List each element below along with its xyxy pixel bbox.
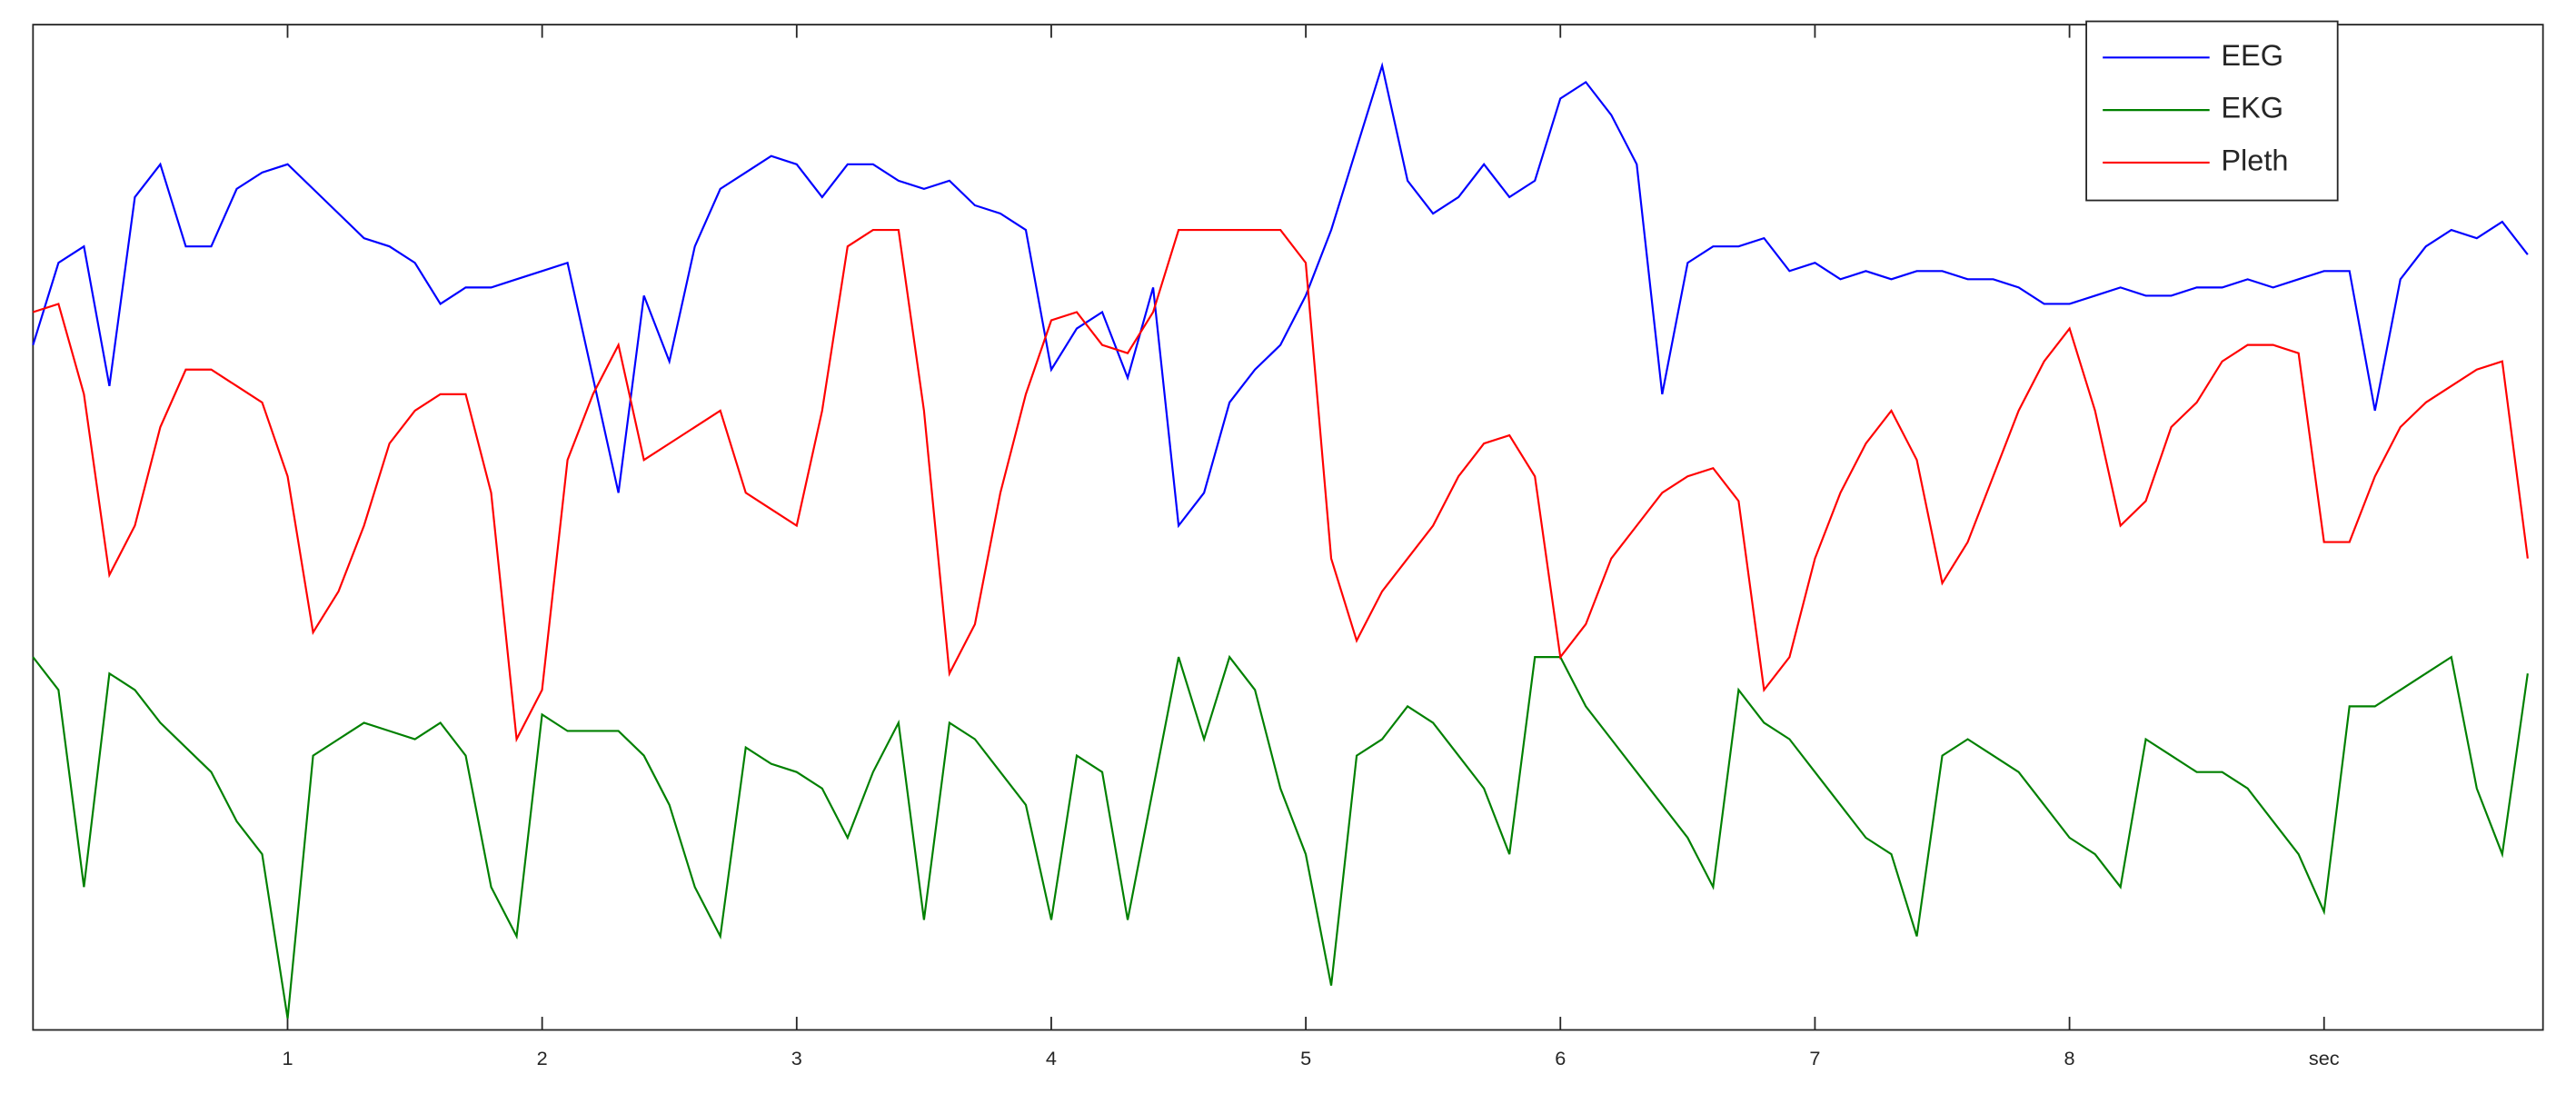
- x-tick-label: 2: [537, 1047, 548, 1069]
- x-tick-label: 5: [1300, 1047, 1311, 1069]
- x-tick-label: 7: [1809, 1047, 1820, 1069]
- legend-label: EEG: [2221, 39, 2283, 72]
- series-line: [33, 229, 2529, 743]
- x-tick-label: 1: [282, 1047, 293, 1069]
- x-tick-label: 8: [2064, 1047, 2075, 1069]
- x-tick-label: sec: [2309, 1047, 2340, 1069]
- x-tick-label: 6: [1555, 1047, 1566, 1069]
- series-line: [32, 654, 2529, 1019]
- legend-label: EKG: [2221, 92, 2283, 124]
- legend-label: Pleth: [2221, 144, 2288, 177]
- x-tick-label: 4: [1046, 1047, 1057, 1069]
- x-tick-label: 3: [791, 1047, 802, 1069]
- series-line: [32, 62, 2529, 529]
